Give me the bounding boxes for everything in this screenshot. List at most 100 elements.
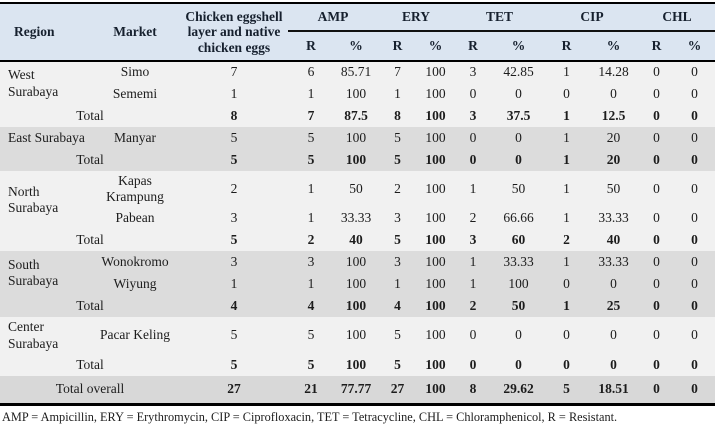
total-value-cell: 100	[334, 149, 378, 171]
value-cell: 50	[588, 171, 640, 208]
total-value-cell: 5	[288, 149, 334, 171]
total-value-cell: 20	[588, 149, 640, 171]
market-row: East Surabaya Manyar 5 5 100 5 100 0 0 1 20 0 0	[0, 127, 715, 149]
total-value-cell: 0	[674, 353, 715, 376]
market-cell: Wiyung	[90, 273, 180, 296]
egg-count-cell: 7	[180, 61, 288, 83]
overall-total-row: Total overall 27 21 77.77 27 100 8 29.62 5 18.51 0…	[0, 375, 715, 406]
value-cell: 1	[454, 273, 492, 296]
value-cell: 50	[492, 171, 546, 208]
col-header-ery: ERY	[378, 3, 454, 32]
overall-value-cell: 100	[417, 375, 454, 406]
total-value-cell: 100	[334, 295, 378, 318]
total-value-cell: 3	[454, 105, 492, 127]
total-value-cell: 100	[417, 149, 454, 171]
col-header-cip: CIP	[545, 3, 640, 32]
total-value-cell: 0	[639, 149, 675, 171]
value-cell: 1	[288, 171, 334, 208]
header-sub-row: R % R % R % R % R %	[0, 31, 715, 62]
market-cell: Sememi	[90, 83, 180, 105]
value-cell: 20	[588, 127, 640, 149]
total-value-cell: 7	[288, 105, 334, 127]
section-total-row: Total 5 2 40 5 100 3 60 2 40 0 0	[0, 229, 715, 252]
subcol-amp-r: R	[288, 31, 334, 62]
total-value-cell: 4	[378, 295, 417, 318]
value-cell: 0	[545, 83, 589, 105]
overall-value-cell: 29.62	[492, 375, 546, 406]
header-group-row: Region Market Chicken eggshell layer and…	[0, 3, 715, 62]
col-header-chl: CHL	[639, 3, 715, 32]
market-cell: Pacar Keling	[90, 317, 180, 354]
value-cell: 3	[454, 61, 492, 83]
value-cell: 1	[288, 207, 334, 230]
value-cell: 0	[639, 207, 675, 230]
value-cell: 100	[417, 273, 454, 296]
overall-value-cell: 18.51	[588, 375, 640, 406]
total-label-cell: Total	[0, 353, 180, 376]
total-label-cell: Total	[0, 229, 180, 252]
overall-value-cell: 0	[674, 375, 715, 406]
col-header-region: Region	[0, 3, 90, 62]
market-cell: Kapas Krampung	[90, 171, 180, 208]
total-value-cell: 0	[639, 229, 675, 252]
value-cell: 5	[378, 127, 417, 149]
value-cell: 100	[334, 251, 378, 274]
value-cell: 100	[492, 273, 546, 296]
total-value-cell: 0	[454, 149, 492, 171]
subcol-cip-pct: %	[588, 31, 640, 62]
market-row: Sememi 1 1 100 1 100 0 0 0 0 0 0	[0, 83, 715, 105]
value-cell: 1	[454, 171, 492, 208]
total-value-cell: 1	[545, 295, 589, 318]
subcol-chl-r: R	[639, 31, 675, 62]
value-cell: 100	[334, 317, 378, 354]
section-total-row: Total 4 4 100 4 100 2 50 1 25 0 0	[0, 295, 715, 318]
total-value-cell: 2	[545, 229, 589, 252]
overall-value-cell: 77.77	[334, 375, 378, 406]
value-cell: 3	[378, 207, 417, 230]
value-cell: 7	[378, 61, 417, 83]
subcol-chl-pct: %	[674, 31, 715, 62]
region-cell: Center Surabaya	[0, 317, 90, 354]
value-cell: 0	[639, 127, 675, 149]
subcol-tet-pct: %	[492, 31, 546, 62]
market-row: North Surabaya Kapas Krampung 2 1 50 2 100 1 50 1…	[0, 171, 715, 230]
egg-count-total-cell: 5	[180, 149, 288, 171]
value-cell: 3	[288, 251, 334, 274]
value-cell: 5	[378, 317, 417, 354]
value-cell: 100	[334, 83, 378, 105]
value-cell: 1	[378, 273, 417, 296]
section-total-row: Total 8 7 87.5 8 100 3 37.5 1 12.5 0 0	[0, 105, 715, 127]
egg-count-cell: 5	[180, 127, 288, 149]
value-cell: 0	[674, 207, 715, 230]
value-cell: 0	[674, 317, 715, 354]
subcol-ery-pct: %	[417, 31, 454, 62]
total-value-cell: 1	[545, 149, 589, 171]
section-total-row: Total 5 5 100 5 100 0 0 0 0 0 0	[0, 353, 715, 376]
total-value-cell: 40	[588, 229, 640, 252]
value-cell: 14.28	[588, 61, 640, 83]
total-value-cell: 40	[334, 229, 378, 252]
col-header-tet: TET	[454, 3, 546, 32]
egg-count-total-cell: 5	[180, 229, 288, 252]
total-value-cell: 2	[454, 295, 492, 318]
subcol-tet-r: R	[454, 31, 492, 62]
col-header-market: Market	[90, 3, 180, 62]
total-value-cell: 2	[288, 229, 334, 252]
value-cell: 0	[588, 317, 640, 354]
value-cell: 0	[545, 317, 589, 354]
table-header: Region Market Chicken eggshell layer and…	[0, 3, 715, 62]
value-cell: 0	[674, 127, 715, 149]
value-cell: 0	[639, 251, 675, 274]
value-cell: 100	[417, 207, 454, 230]
value-cell: 33.33	[588, 207, 640, 230]
egg-count-total-cell: 5	[180, 353, 288, 376]
region-cell: East Surabaya	[0, 127, 90, 149]
total-label-cell: Total	[0, 149, 180, 171]
value-cell: 100	[334, 127, 378, 149]
total-value-cell: 100	[417, 105, 454, 127]
total-value-cell: 87.5	[334, 105, 378, 127]
total-value-cell: 5	[378, 229, 417, 252]
total-value-cell: 100	[417, 295, 454, 318]
subcol-ery-r: R	[378, 31, 417, 62]
value-cell: 1	[288, 83, 334, 105]
